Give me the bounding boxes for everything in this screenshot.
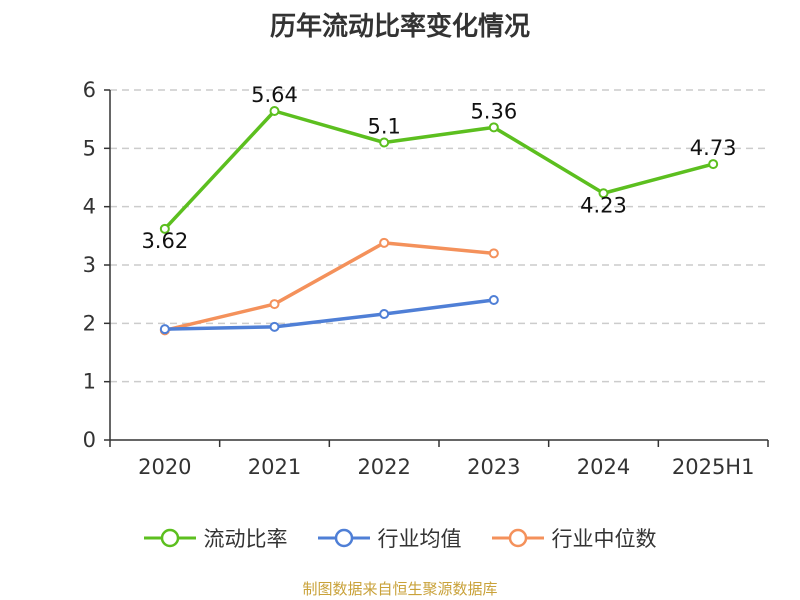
legend-circle [508,528,527,548]
x-tick-label: 2023 [467,455,520,479]
data-point-current_ratio [598,188,609,199]
y-tick-label: 3 [83,253,96,277]
y-tick-label: 2 [83,311,96,335]
y-tick-label: 5 [83,136,96,160]
data-point-industry_median [269,299,280,310]
data-point-current_ratio [488,122,499,133]
y-tick-label: 4 [83,195,96,219]
series-line-industry_avg [164,298,495,331]
legend-item-industry_avg[interactable]: 行业均值 [317,523,462,553]
legend-marker-icon [143,528,196,548]
chart-title: 历年流动比率变化情况 [269,12,530,42]
legend: 流动比率 行业均值 行业中位数 [0,520,800,556]
series-line-current_ratio [163,109,714,231]
data-label: 5.36 [470,99,517,123]
legend-label: 行业均值 [377,527,462,551]
x-tick-label: 2021 [248,455,301,479]
legend-circle [160,528,179,548]
data-label: 3.62 [141,229,188,253]
legend-label: 流动比率 [203,527,288,551]
axis-layer: 0 1 2 3 4 5 6 2020 2021 2022 2023 2024 2025H1 [83,78,769,479]
legend-label: 行业中位数 [551,527,657,551]
data-point-industry_median [488,248,499,259]
legend-item-current_ratio[interactable]: 流动比率 [143,523,288,553]
data-label: 4.73 [690,136,737,160]
data-point-industry_avg [488,295,499,305]
data-label: 5.64 [251,83,298,107]
legend-marker-icon [491,528,544,548]
y-tick-label: 0 [83,428,96,452]
series-layer [159,106,719,336]
data-point-industry_avg [269,321,280,332]
data-label-layer: 3.62 5.64 5.1 5.36 4.23 4.73 [141,83,736,253]
data-point-current_ratio [379,137,390,148]
x-tick-label: 2022 [357,455,410,479]
source-note: 制图数据来自恒生聚源数据库 [302,580,498,598]
grid-layer [110,89,768,383]
data-point-current_ratio [269,106,280,116]
data-label: 4.23 [580,193,627,217]
x-tick-label: 2025H1 [672,455,755,479]
series-line-industry_median [164,241,495,333]
legend-item-industry_median[interactable]: 行业中位数 [491,523,657,553]
y-tick-label: 1 [83,370,96,394]
data-point-industry_avg [159,324,170,335]
legend-marker-icon [317,528,370,548]
data-point-current_ratio [159,223,170,234]
data-point-industry_median [379,237,390,248]
legend-circle [334,528,353,548]
x-tick-label: 2024 [577,455,630,479]
data-point-industry_avg [379,309,390,319]
x-tick-label: 2020 [138,455,191,479]
data-label: 5.1 [367,115,400,139]
y-tick-label: 6 [83,78,96,102]
data-point-current_ratio [708,159,719,170]
